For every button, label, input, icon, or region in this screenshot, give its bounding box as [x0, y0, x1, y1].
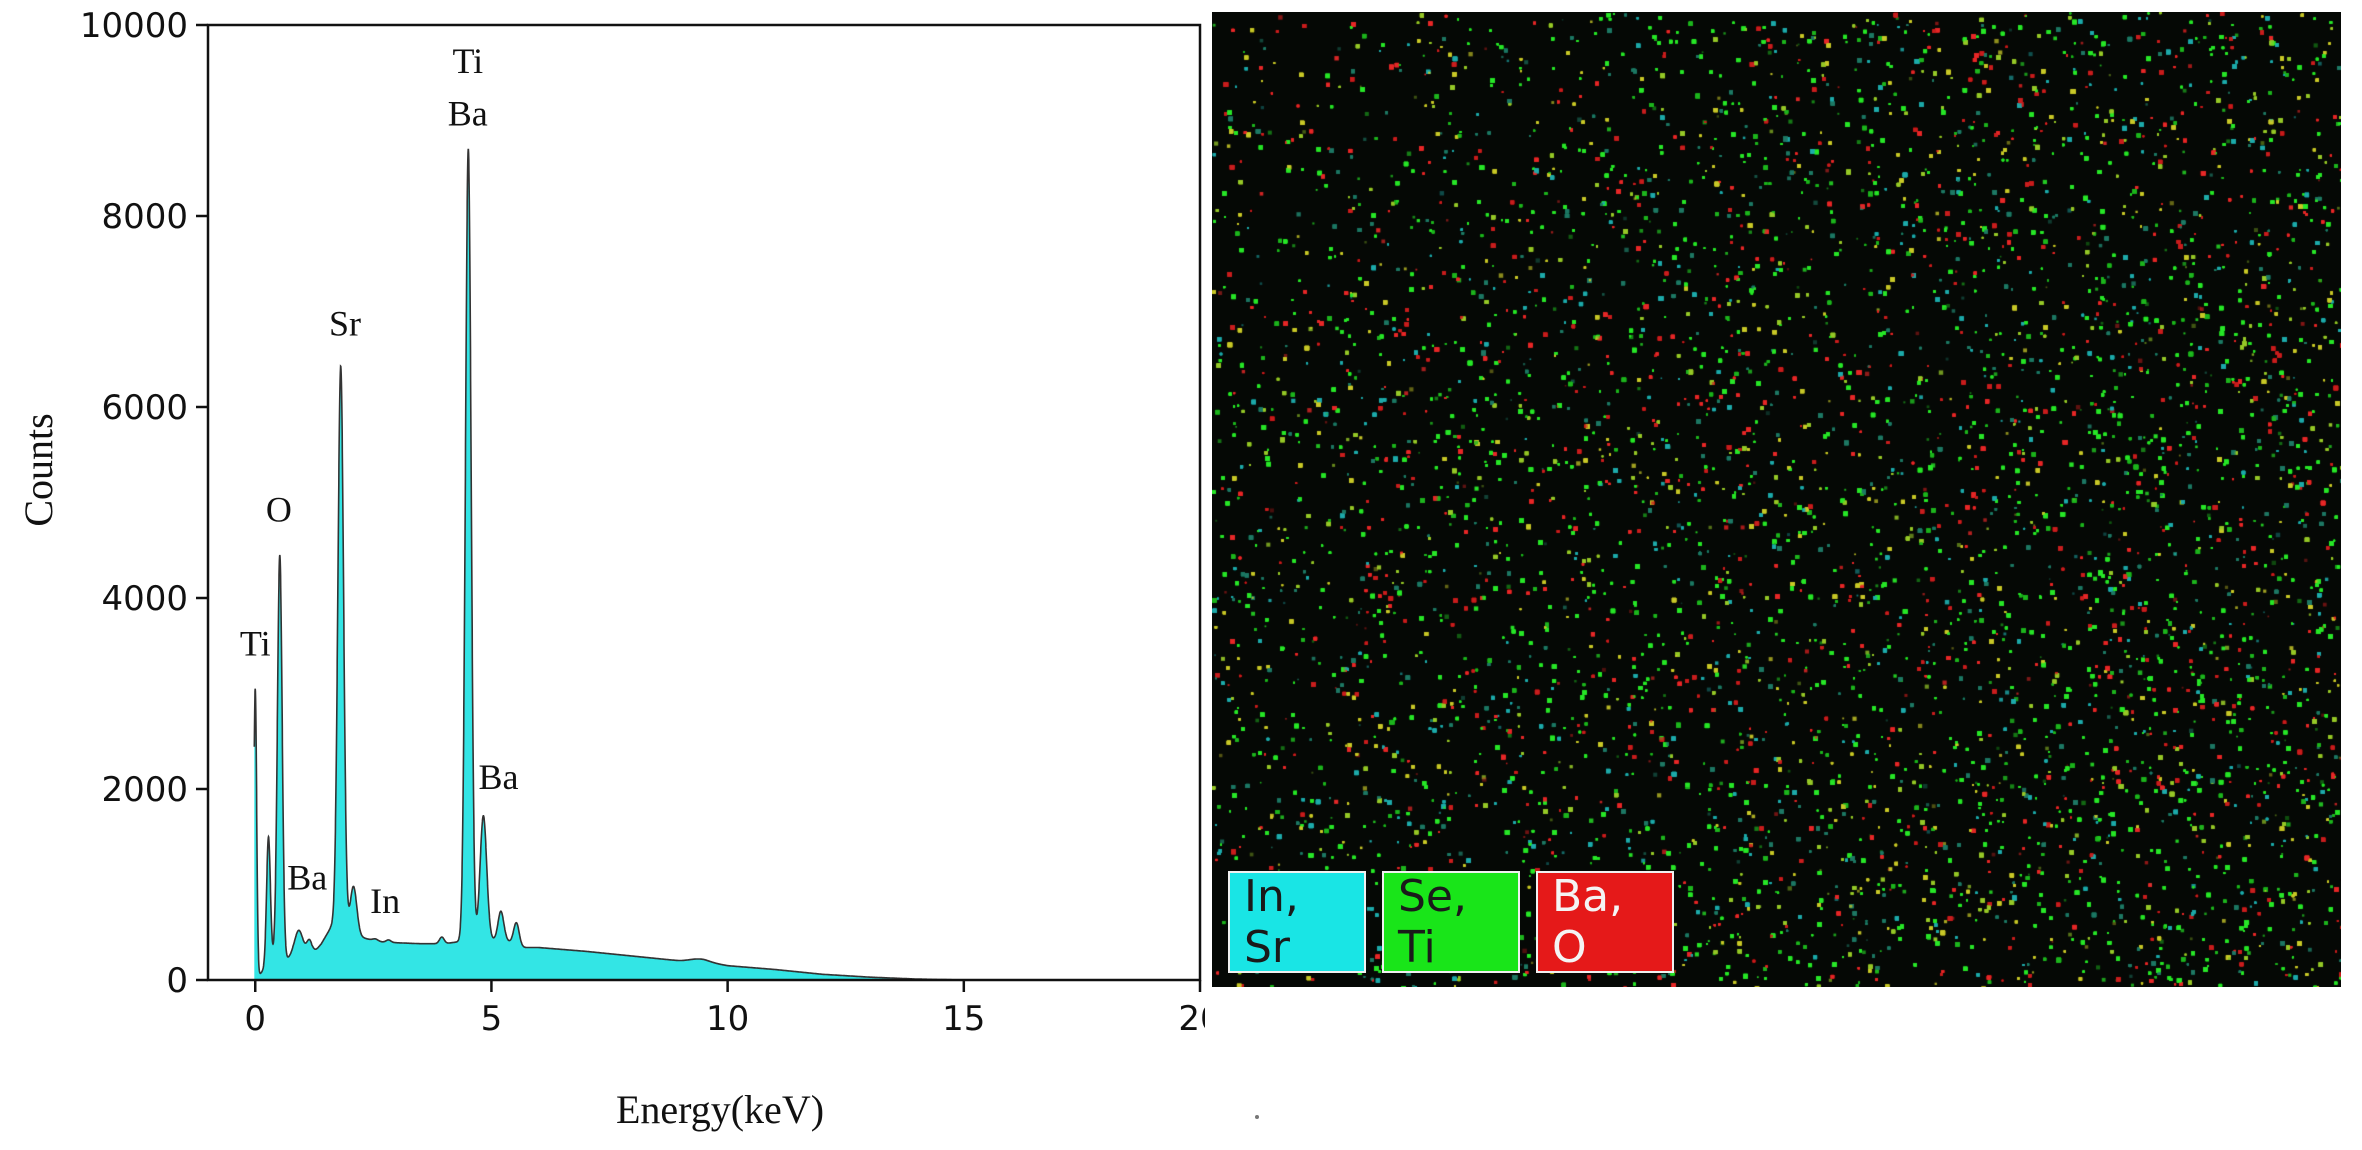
peak-label: Ti	[240, 623, 271, 663]
elemental-map: In, Sr Se, Ti Ba, O	[1212, 12, 2341, 987]
y-tick-label: 4000	[101, 579, 188, 619]
y-axis: 0 2000 4000 6000 8000 10000	[80, 6, 208, 1001]
y-tick-label: 0	[166, 961, 188, 1001]
x-axis: 0 5 10 15 20	[244, 980, 1205, 1039]
peak-label: In	[370, 881, 400, 921]
plot-frame	[206, 23, 1202, 982]
stray-dot	[1255, 1115, 1259, 1119]
peak-label: Ba	[448, 93, 488, 133]
y-tick-label: 10000	[80, 6, 188, 46]
map-legend: In, Sr Se, Ti Ba, O	[1228, 871, 1674, 973]
plot-area	[206, 23, 1202, 982]
x-tick-label: 0	[244, 999, 266, 1039]
peak-label: Ba	[287, 857, 327, 897]
eds-spectrum-chart: 0 5 10 15 20 0 2000 4000 6000 8000 10000 Ti O Ba Sr I…	[16, 6, 1205, 1132]
y-tick-label: 8000	[101, 197, 188, 237]
elemental-map-image	[1212, 12, 2341, 987]
x-tick-label: 20	[1178, 999, 1205, 1039]
x-tick-label: 5	[481, 999, 503, 1039]
y-tick-label: 2000	[101, 770, 188, 810]
peak-label: Ba	[479, 757, 519, 797]
x-tick-label: 10	[706, 999, 749, 1039]
peak-label: Ti	[452, 41, 483, 81]
spectrum-line	[253, 148, 974, 981]
x-axis-label: Energy(keV)	[616, 1087, 824, 1132]
peak-label: Sr	[329, 303, 361, 343]
y-tick-label: 6000	[101, 388, 188, 428]
x-tick-label: 15	[942, 999, 985, 1039]
legend-ba-o: Ba, O	[1536, 871, 1674, 973]
y-axis-label: Counts	[16, 413, 61, 526]
spectrum-area	[254, 149, 974, 981]
peak-label: O	[266, 490, 292, 530]
peak-annotations: Ti O Ba Sr In Ti Ba Ba	[240, 41, 519, 921]
legend-in-sr: In, Sr	[1228, 871, 1366, 973]
legend-se-ti: Se, Ti	[1382, 871, 1520, 973]
